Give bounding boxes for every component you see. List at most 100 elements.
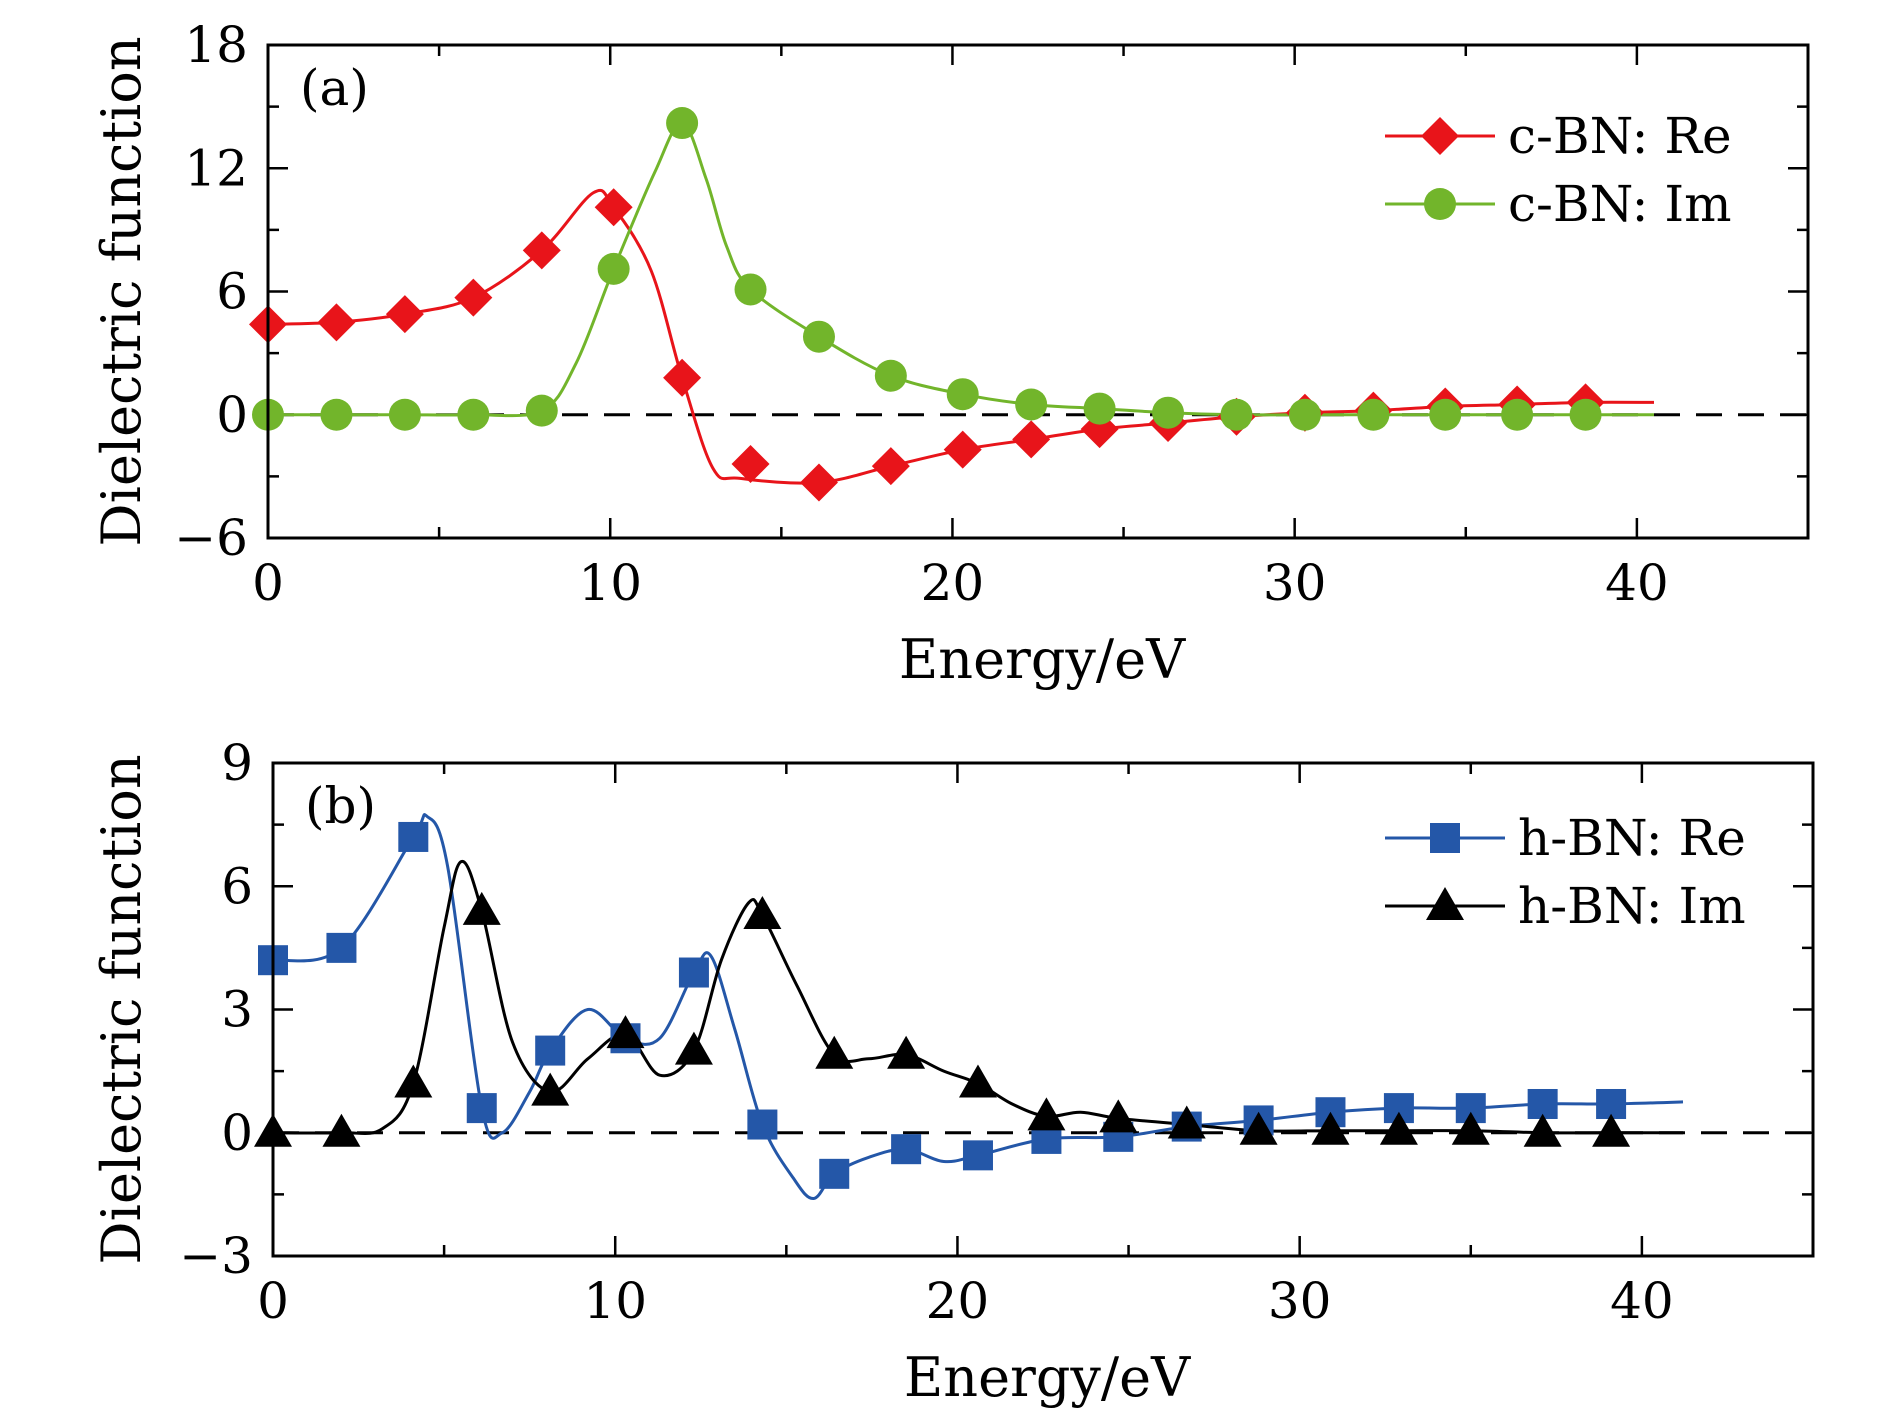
data-point [871, 447, 910, 486]
data-point [734, 273, 767, 306]
plot-frame [266, 43, 1810, 540]
legend-marker [1430, 823, 1460, 853]
data-point [1015, 388, 1048, 421]
legend: h-BN: Re h-BN: Im [1385, 809, 1746, 935]
data-point [678, 957, 709, 988]
data-point [1012, 420, 1051, 459]
data-point [1027, 1097, 1066, 1131]
data-point [731, 445, 770, 484]
data-point [454, 278, 493, 317]
y-tick-label: 0 [221, 1104, 253, 1162]
legend-marker [1424, 188, 1456, 220]
data-point [1523, 1113, 1562, 1147]
data-point [462, 891, 501, 925]
data-point [594, 188, 633, 227]
data-point [394, 1064, 433, 1098]
data-point [799, 463, 838, 502]
y-axis-title: Dielectric function [90, 36, 153, 546]
data-point [398, 821, 429, 852]
data-point [663, 358, 702, 397]
data-point [1083, 392, 1116, 425]
y-axis-title: Dielectric function [90, 754, 153, 1264]
legend-label: h-BN: Re [1518, 809, 1746, 867]
y-tick-label: 6 [221, 857, 253, 915]
data-point [674, 1031, 713, 1065]
data-point [326, 932, 357, 963]
data-point [1220, 398, 1253, 431]
data-point [1288, 398, 1321, 431]
data-point [320, 398, 353, 431]
y-tick-label: 0 [216, 386, 248, 444]
y-tick-label: −6 [174, 509, 248, 567]
x-tick-label: 10 [578, 554, 642, 612]
data-point [743, 896, 782, 930]
x-tick-label: 20 [926, 1272, 990, 1330]
data-point [317, 303, 356, 342]
legend-label: c-BN: Re [1508, 107, 1732, 165]
data-point [1357, 398, 1390, 431]
legend-marker [1426, 887, 1464, 920]
data-point [819, 1158, 850, 1189]
legend-label: h-BN: Im [1518, 877, 1746, 935]
x-tick-label: 10 [583, 1272, 647, 1330]
data-point [535, 1035, 566, 1066]
data-point [388, 398, 421, 431]
data-point [522, 231, 561, 270]
legend-marker [1421, 117, 1459, 155]
data-point [1239, 1111, 1278, 1145]
data-point [891, 1134, 922, 1165]
y-tick-label: 6 [216, 263, 248, 321]
data-point [1311, 1111, 1350, 1145]
data-point [531, 1072, 570, 1106]
data-point [874, 359, 907, 392]
x-tick-label: 40 [1610, 1272, 1674, 1330]
data-point [385, 295, 424, 334]
data-point [958, 1064, 997, 1098]
x-axis-title: Energy/eV [899, 628, 1186, 691]
data-point [943, 430, 982, 469]
y-tick-label: 12 [184, 139, 248, 197]
data-point [1451, 1111, 1490, 1145]
data-point [747, 1109, 778, 1140]
data-point [322, 1113, 361, 1147]
legend-label: c-BN: Im [1508, 175, 1732, 233]
data-point [1152, 396, 1185, 429]
data-point [946, 378, 979, 411]
legend: c-BN: Re c-BN: Im [1385, 107, 1732, 233]
data-point [1501, 398, 1534, 431]
y-tick-label: −3 [179, 1227, 253, 1285]
data-point [1099, 1099, 1138, 1133]
x-tick-label: 40 [1605, 554, 1669, 612]
y-tick-label: 3 [221, 981, 253, 1039]
data-point [802, 320, 835, 353]
x-tick-label: 30 [1268, 1272, 1332, 1330]
data-point [1429, 398, 1462, 431]
data-point [525, 394, 558, 427]
series-line [272, 813, 1684, 1200]
data-point [1592, 1113, 1631, 1147]
data-point [1379, 1111, 1418, 1145]
x-tick-label: 30 [1263, 554, 1327, 612]
data-point [887, 1035, 926, 1069]
data-point [666, 107, 699, 140]
panel-label: (b) [305, 777, 376, 835]
data-point [597, 252, 630, 285]
y-tick-label: 18 [184, 16, 248, 74]
plot-frame [271, 761, 1815, 1258]
data-point [1569, 398, 1602, 431]
data-point [962, 1140, 993, 1171]
x-tick-label: 0 [257, 1272, 289, 1330]
panel-label: (a) [300, 59, 369, 117]
data-point [1167, 1105, 1206, 1139]
x-axis-title: Energy/eV [904, 1346, 1191, 1409]
x-tick-label: 20 [921, 554, 985, 612]
data-point [457, 398, 490, 431]
series-line [268, 121, 1654, 418]
series-line [272, 860, 1683, 1136]
data-point [466, 1093, 497, 1124]
data-point [606, 1015, 645, 1049]
data-point [815, 1035, 854, 1069]
